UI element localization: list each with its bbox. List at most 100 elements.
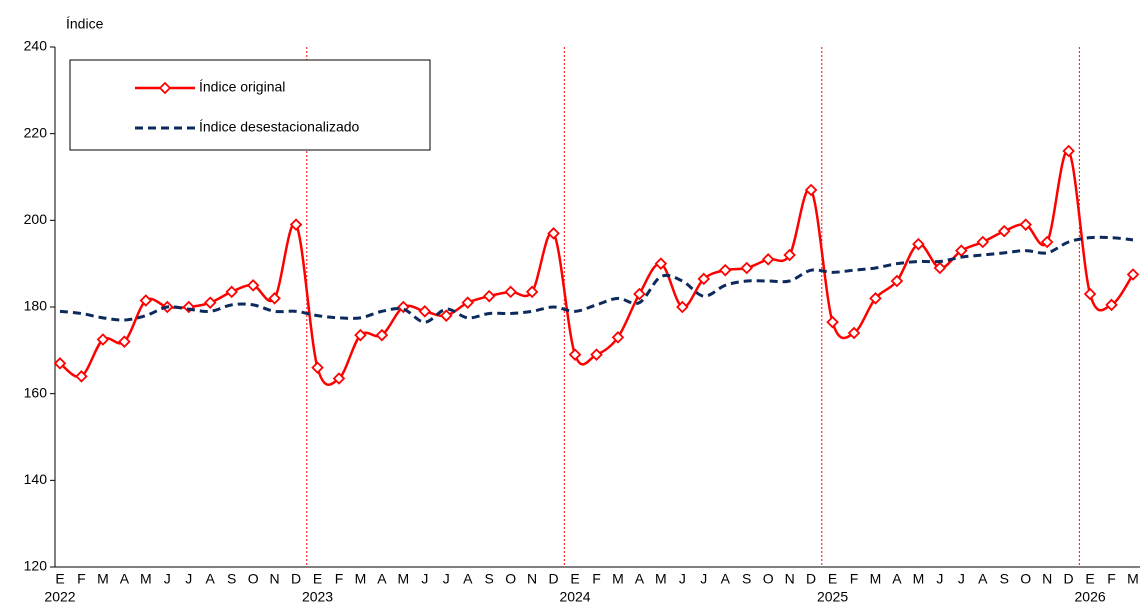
legend-box — [69, 59, 431, 151]
x-tick-label: J — [958, 571, 965, 587]
year-label: 2022 — [44, 589, 75, 605]
x-tick-label: N — [785, 571, 795, 587]
marker — [997, 224, 1011, 238]
marker — [761, 253, 775, 266]
x-tick-label: A — [721, 571, 731, 587]
marker — [654, 257, 668, 270]
marker — [1040, 235, 1054, 249]
x-tick-label: A — [892, 571, 902, 587]
x-tick-label: J — [164, 571, 171, 587]
x-tick-label: S — [742, 571, 751, 587]
x-tick-label: M — [612, 571, 624, 587]
marker — [547, 227, 560, 240]
x-tick-label: A — [206, 571, 216, 587]
marker — [1126, 268, 1140, 281]
x-tick-label: A — [120, 571, 130, 587]
x-tick-label: N — [1042, 571, 1052, 587]
marker — [482, 289, 496, 303]
x-tick-label: D — [291, 571, 301, 587]
marker — [525, 285, 539, 299]
x-tick-label: O — [505, 571, 516, 587]
year-label: 2026 — [1075, 589, 1106, 605]
marker — [375, 328, 389, 342]
marker — [783, 248, 796, 262]
x-tick-label: N — [527, 571, 537, 587]
x-tick-label: M — [655, 571, 667, 587]
y-tick-label: 160 — [24, 384, 48, 400]
x-tick-label: N — [270, 571, 280, 587]
x-tick-label: O — [248, 571, 259, 587]
x-tick-label: A — [377, 571, 387, 587]
marker — [139, 294, 153, 307]
marker — [933, 261, 947, 275]
x-tick-label: A — [635, 571, 645, 587]
marker — [504, 285, 517, 299]
marker — [590, 348, 603, 361]
legend-marker — [158, 81, 172, 95]
marker — [461, 296, 475, 309]
marker — [354, 328, 367, 342]
x-tick-label: M — [355, 571, 367, 587]
marker — [804, 183, 818, 197]
legend-label: Índice desestacionalizado — [199, 119, 360, 135]
x-tick-label: E — [313, 571, 322, 587]
marker — [912, 237, 925, 251]
x-tick-label: E — [828, 571, 837, 587]
x-tick-label: D — [806, 571, 816, 587]
x-tick-label: J — [185, 571, 192, 587]
x-tick-label: A — [978, 571, 988, 587]
year-label: 2025 — [817, 589, 848, 605]
marker — [289, 218, 303, 231]
y-tick-label: 140 — [24, 471, 48, 487]
x-tick-label: F — [335, 571, 344, 587]
x-tick-label: J — [443, 571, 450, 587]
marker — [440, 309, 453, 322]
marker — [1083, 287, 1097, 301]
marker — [890, 274, 904, 288]
x-tick-label: O — [1020, 571, 1031, 587]
x-tick-label: S — [227, 571, 236, 587]
x-tick-label: O — [763, 571, 774, 587]
marker — [418, 305, 432, 318]
x-tick-label: J — [679, 571, 686, 587]
year-label: 2023 — [302, 589, 333, 605]
year-label: 2024 — [559, 589, 590, 605]
x-tick-label: M — [870, 571, 882, 587]
marker — [869, 292, 882, 305]
x-tick-label: M — [398, 571, 410, 587]
marker — [1062, 144, 1075, 158]
marker — [718, 263, 732, 277]
marker — [311, 361, 324, 374]
marker — [976, 235, 990, 249]
marker — [633, 287, 646, 301]
marker — [96, 333, 110, 346]
x-tick-label: F — [850, 571, 859, 587]
marker — [611, 331, 625, 344]
marker — [75, 370, 88, 383]
marker — [740, 261, 753, 275]
x-tick-label: E — [55, 571, 64, 587]
x-tick-label: M — [140, 571, 152, 587]
x-tick-label: J — [421, 571, 428, 587]
marker — [826, 315, 839, 329]
x-tick-label: F — [77, 571, 86, 587]
x-tick-label: F — [592, 571, 601, 587]
series-line — [59, 235, 1134, 324]
x-tick-label: E — [570, 571, 579, 587]
x-tick-label: E — [1085, 571, 1094, 587]
y-tick-label: 180 — [24, 298, 48, 314]
x-tick-label: J — [936, 571, 943, 587]
x-tick-label: D — [1064, 571, 1074, 587]
x-tick-label: F — [1107, 571, 1116, 587]
y-tick-label: 200 — [24, 211, 48, 227]
y-tick-label: 240 — [24, 38, 48, 54]
marker — [225, 285, 238, 299]
marker — [268, 292, 281, 305]
x-tick-label: M — [97, 571, 109, 587]
y-tick-label: 220 — [24, 124, 48, 140]
marker — [697, 272, 711, 286]
marker — [1105, 298, 1118, 312]
y-axis-label: Índice — [66, 16, 104, 32]
y-tick-label: 120 — [24, 558, 48, 574]
